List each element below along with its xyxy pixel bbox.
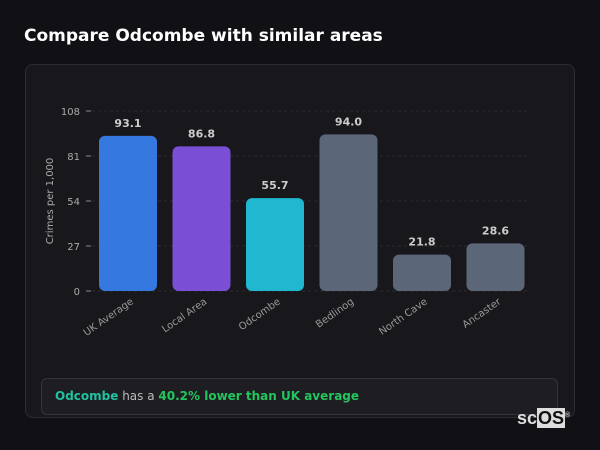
x-tick-label: Bedlinog [314, 296, 356, 330]
y-tick-label: 0 [74, 287, 80, 298]
y-tick-label: 27 [67, 242, 80, 253]
x-tick-label: Local Area [160, 296, 209, 335]
bar-bedlinog [319, 134, 378, 291]
bar-uk-average [99, 135, 157, 291]
data-label: 55.7 [261, 179, 288, 192]
data-label: 86.8 [188, 127, 215, 140]
x-tick-label: Odcombe [237, 296, 283, 333]
bar-odcombe [246, 198, 304, 291]
bar-ancaster [466, 243, 525, 291]
y-axis-label: Crimes per 1,000 [45, 158, 56, 245]
page-title: Compare Odcombe with similar areas [24, 26, 383, 46]
data-label: 94.0 [335, 115, 362, 128]
insight-area: Odcombe [55, 389, 119, 403]
data-label: 93.1 [114, 117, 141, 130]
bar-local-area [172, 146, 231, 291]
y-tick-label: 54 [67, 197, 80, 208]
y-tick-label: 81 [67, 152, 80, 163]
x-tick-label: UK Average [82, 296, 136, 338]
data-label: 21.8 [408, 236, 435, 249]
insight-highlight: 40.2% lower than UK average [158, 389, 360, 403]
x-tick-label: North Cave [377, 296, 429, 337]
insight-text: has a [118, 389, 159, 403]
data-label: 28.6 [482, 224, 509, 237]
insight-box: Odcombe has a 40.2% lower than UK averag… [41, 378, 558, 415]
y-tick-label: 108 [61, 107, 80, 118]
bar-north-cave [393, 254, 451, 291]
logo: scOS® [517, 408, 571, 428]
x-tick-label: Ancaster [461, 296, 504, 331]
